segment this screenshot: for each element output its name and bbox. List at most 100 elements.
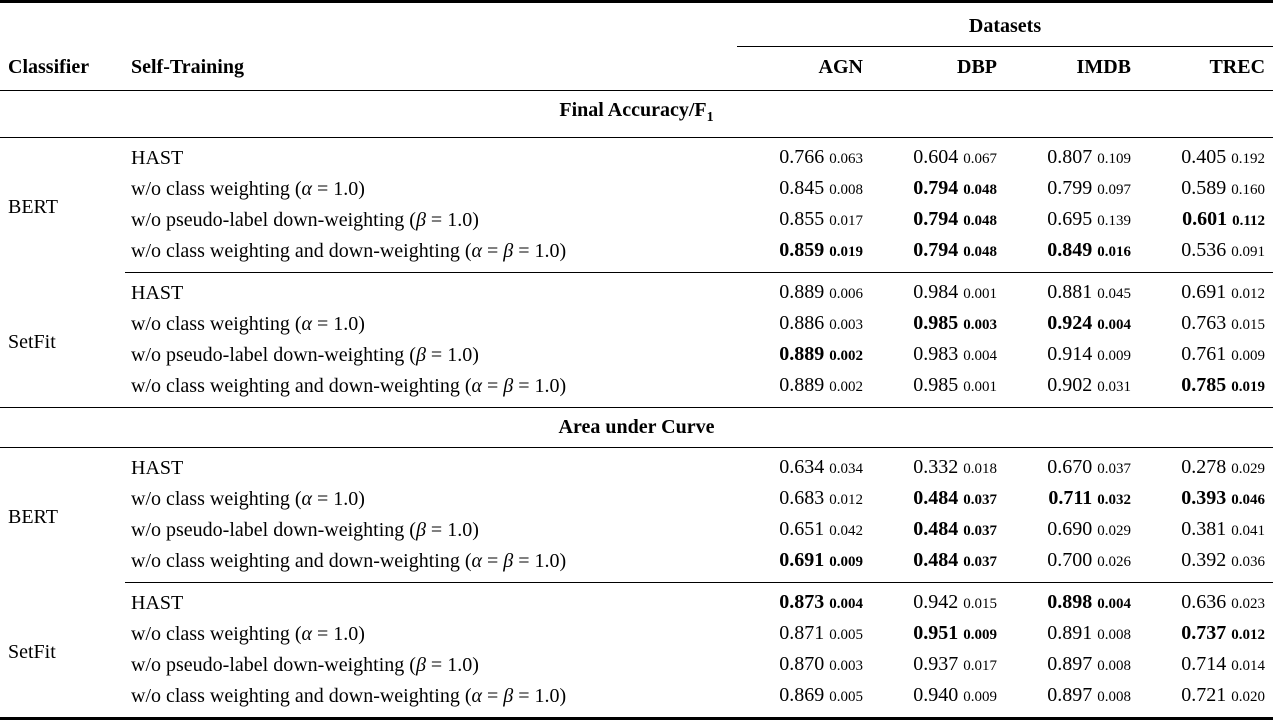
self-training-label: w/o class weighting (α = 1.0) — [131, 623, 365, 645]
self-training-label: w/o class weighting (α = 1.0) — [131, 313, 365, 335]
metric-std: 0.037 — [963, 554, 997, 570]
metric-cell: 0.891 0.008 — [1005, 619, 1139, 650]
metric-cell: 0.695 0.139 — [1005, 205, 1139, 236]
metric-std: 0.037 — [1097, 461, 1131, 477]
table-row: w/o class weighting and down-weighting (… — [0, 371, 1273, 408]
metric-cell: 0.651 0.042 — [737, 515, 871, 546]
datasets-spacer — [0, 2, 737, 47]
table-row: BERT HAST 0.766 0.063 0.604 0.067 0.807 0.109 0.… — [0, 138, 1273, 218]
metric-value: 0.855 — [779, 208, 825, 230]
metric-cell: 0.940 0.009 — [871, 681, 1005, 719]
metric-std: 0.009 — [829, 554, 863, 570]
metric-std: 0.003 — [829, 317, 863, 333]
table-row: SetFit HAST 0.889 0.006 0.984 0.001 0.881 0.045… — [0, 272, 1273, 353]
metric-std: 0.091 — [1231, 244, 1266, 260]
self-training-label: w/o pseudo-label down-weighting (β = 1.0… — [131, 519, 479, 541]
metric-cell: 0.902 0.031 — [1005, 371, 1139, 408]
metric-value: 0.794 — [913, 239, 959, 261]
datasets-group-row: Datasets — [0, 1, 1273, 47]
metric-cell: 0.484 0.037 — [871, 484, 1005, 515]
metric-std: 0.042 — [829, 523, 863, 539]
metric-value: 0.924 — [1047, 312, 1093, 334]
metric-value: 0.937 — [913, 653, 959, 675]
table-row: w/o class weighting (α = 1.0) 0.886 0.003 0… — [0, 309, 1273, 340]
metric-value: 0.683 — [779, 487, 825, 509]
metric-std: 0.016 — [1097, 244, 1131, 260]
metric-cell: 0.799 0.097 — [1005, 174, 1139, 205]
table-row: SetFit HAST 0.873 0.004 0.942 0.015 0.898 0.004… — [0, 582, 1273, 663]
metric-cell: 0.589 0.160 — [1139, 174, 1273, 205]
metric-cell: 0.873 0.004 — [737, 582, 871, 619]
col-header-agn: AGN — [737, 46, 871, 91]
table-row: w/o class weighting (α = 1.0) 0.871 0.005 0… — [0, 619, 1273, 650]
metric-std: 0.012 — [829, 492, 863, 508]
table-body: Final Accuracy/F1 BERT HAST 0.766 0.063 0.604… — [0, 90, 1273, 719]
metric-value: 0.761 — [1181, 343, 1227, 365]
metric-cell: 0.845 0.008 — [737, 174, 871, 205]
metric-value: 0.859 — [779, 239, 825, 261]
metric-std: 0.032 — [1097, 492, 1131, 508]
metric-value: 0.845 — [779, 177, 825, 199]
metric-value: 0.794 — [913, 177, 959, 199]
metric-std: 0.037 — [963, 492, 997, 508]
metric-cell: 0.914 0.009 — [1005, 340, 1139, 371]
metric-std: 0.026 — [1097, 554, 1131, 570]
metric-value: 0.484 — [913, 549, 959, 571]
metric-cell: 0.700 0.026 — [1005, 546, 1139, 583]
metric-std: 0.015 — [963, 596, 997, 612]
metric-value: 0.691 — [1181, 281, 1227, 303]
metric-cell: 0.924 0.004 — [1005, 309, 1139, 340]
metric-cell: 0.683 0.012 — [737, 484, 871, 515]
self-training-label: HAST — [131, 147, 184, 169]
col-header-dbp: DBP — [871, 46, 1005, 91]
metric-cell: 0.983 0.004 — [871, 340, 1005, 371]
self-training-label: HAST — [131, 457, 184, 479]
table-row: w/o pseudo-label down-weighting (β = 1.0… — [0, 650, 1273, 681]
metric-value: 0.889 — [779, 281, 825, 303]
self-training-label: w/o class weighting and down-weighting (… — [131, 685, 567, 707]
self-training-label: w/o class weighting and down-weighting (… — [131, 375, 567, 397]
section-title-row: Final Accuracy/F1 — [0, 90, 1273, 138]
metric-value: 0.332 — [913, 456, 959, 478]
metric-cell: 0.898 0.004 — [1005, 582, 1139, 619]
metric-cell: 0.897 0.008 — [1005, 681, 1139, 719]
metric-value: 0.799 — [1047, 177, 1093, 199]
metric-std: 0.019 — [829, 244, 863, 260]
metric-value: 0.695 — [1047, 208, 1093, 230]
self-training-label: w/o class weighting and down-weighting (… — [131, 550, 567, 572]
metric-cell: 0.484 0.037 — [871, 546, 1005, 583]
metric-cell: 0.794 0.048 — [871, 205, 1005, 236]
metric-value: 0.951 — [913, 622, 959, 644]
metric-value: 0.634 — [779, 456, 825, 478]
metric-value: 0.785 — [1181, 374, 1227, 396]
metric-cell: 0.393 0.046 — [1139, 484, 1273, 515]
metric-cell: 0.785 0.019 — [1139, 371, 1273, 408]
datasets-group-header: Datasets — [737, 1, 1273, 47]
metric-cell: 0.870 0.003 — [737, 650, 871, 681]
self-training-label: w/o pseudo-label down-weighting (β = 1.0… — [131, 654, 479, 676]
metric-value: 0.714 — [1181, 653, 1227, 675]
table-row: w/o class weighting (α = 1.0) 0.683 0.012 0… — [0, 484, 1273, 515]
metric-value: 0.651 — [779, 518, 825, 540]
metric-value: 0.873 — [779, 591, 825, 613]
metric-std: 0.029 — [1231, 461, 1266, 477]
metric-value: 0.942 — [913, 591, 959, 613]
metric-value: 0.889 — [779, 343, 825, 365]
metric-std: 0.003 — [829, 658, 863, 674]
metric-std: 0.004 — [829, 596, 863, 612]
column-header-row: Classifier Self-Training AGN DBP IMDB TR… — [0, 46, 1273, 91]
metric-cell: 0.869 0.005 — [737, 681, 871, 719]
metric-std: 0.012 — [1231, 627, 1266, 643]
col-header-self-training: Self-Training — [125, 46, 737, 91]
metric-value: 0.589 — [1181, 177, 1227, 199]
metric-cell: 0.937 0.017 — [871, 650, 1005, 681]
metric-value: 0.690 — [1047, 518, 1093, 540]
metric-std: 0.003 — [963, 317, 997, 333]
metric-std: 0.012 — [1231, 286, 1266, 302]
metric-value: 0.849 — [1047, 239, 1093, 261]
metric-std: 0.008 — [829, 182, 863, 198]
metric-std: 0.008 — [1097, 689, 1131, 705]
metric-cell: 0.278 0.029 — [1139, 448, 1273, 485]
metric-value: 0.881 — [1047, 281, 1093, 303]
metric-value: 0.670 — [1047, 456, 1093, 478]
